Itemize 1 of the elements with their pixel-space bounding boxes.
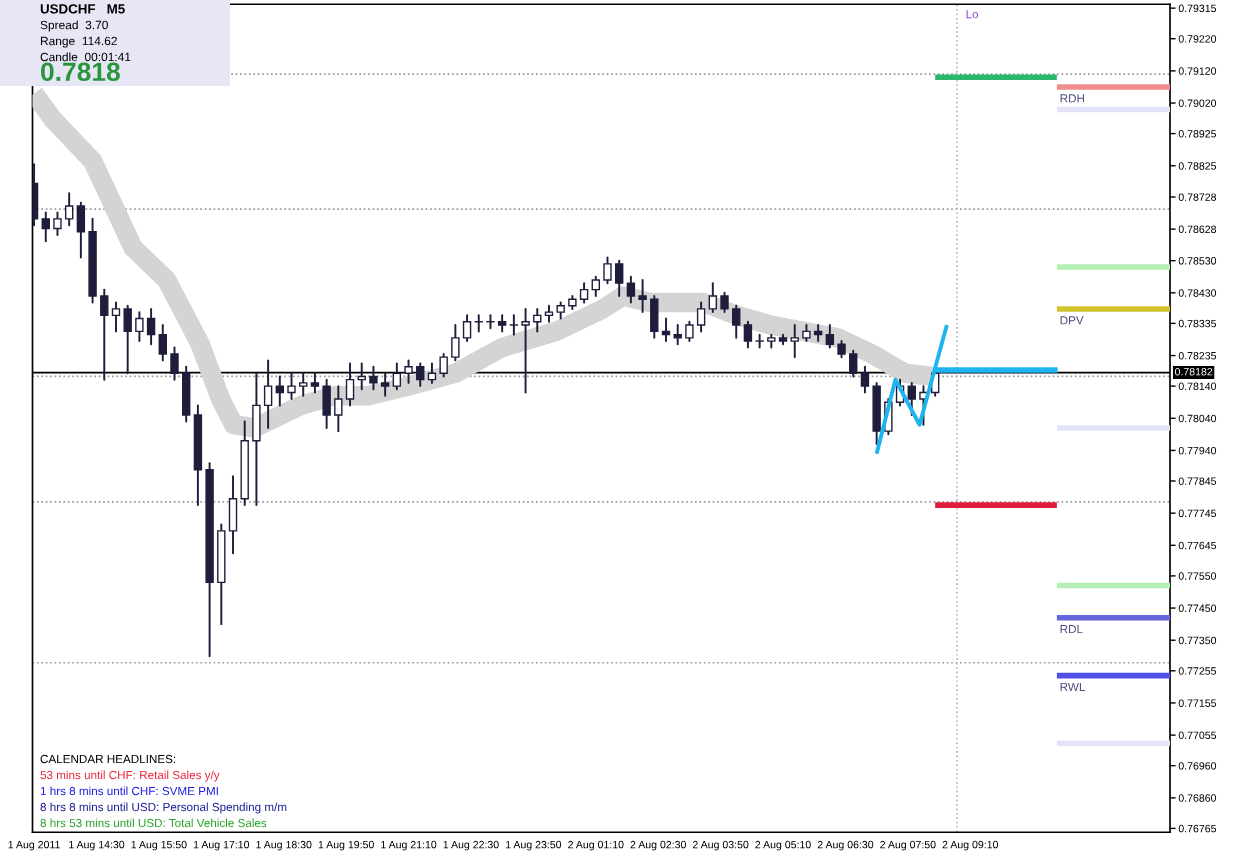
annotation: 0.7818: [41, 62, 120, 82]
